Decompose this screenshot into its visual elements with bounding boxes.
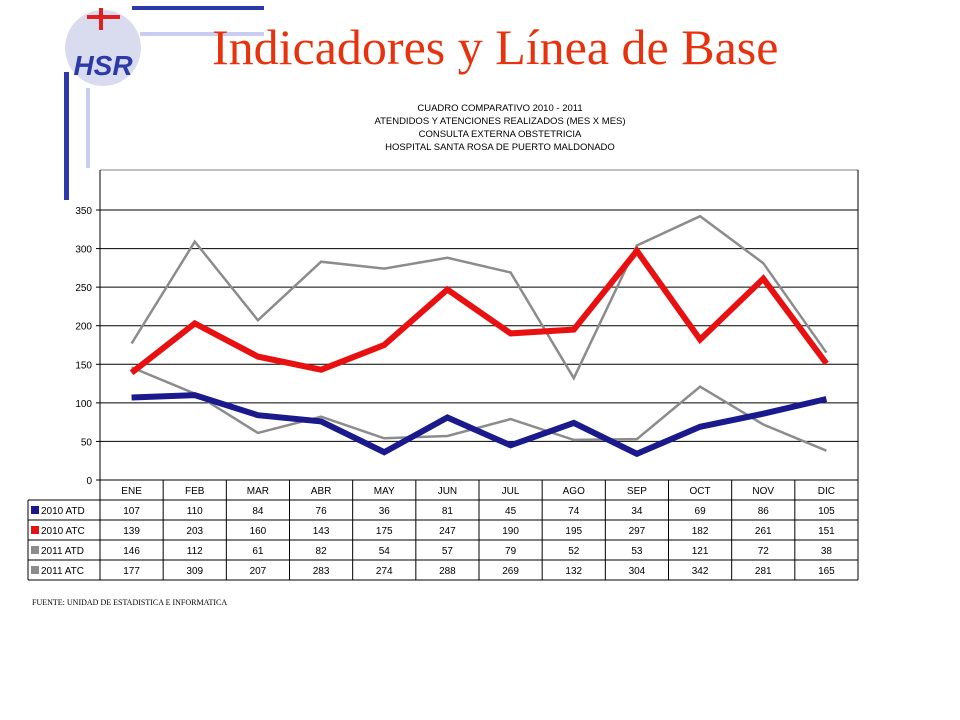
data-table-value: 74: [568, 506, 580, 517]
x-tick-label: ENE: [121, 486, 142, 497]
legend-label: 2011 ATD: [41, 546, 84, 557]
data-table-value: 283: [313, 566, 330, 577]
source-note: FUENTE: UNIDAD DE ESTADISTICA E INFORMAT…: [32, 598, 228, 607]
data-table-value: 261: [755, 526, 772, 537]
data-table-value: 160: [250, 526, 267, 537]
legend-label: 2010 ATC: [41, 526, 85, 537]
data-table-value: 121: [692, 546, 709, 557]
data-table-value: 190: [502, 526, 519, 537]
data-table-value: 269: [502, 566, 519, 577]
data-table-value: 281: [755, 566, 772, 577]
data-table-value: 309: [186, 566, 203, 577]
x-tick-label: ABR: [311, 486, 332, 497]
data-table-value: 69: [695, 506, 707, 517]
data-table-value: 72: [758, 546, 770, 557]
data-table-value: 86: [758, 506, 770, 517]
data-table-value: 342: [692, 566, 709, 577]
x-tick-label: JUN: [438, 486, 457, 497]
frame-line-left-light: [86, 88, 90, 168]
data-table-value: 54: [379, 546, 391, 557]
x-tick-label: NOV: [752, 486, 774, 497]
chart-title-line-2: ATENDIDOS Y ATENCIONES REALIZADOS (MES X…: [374, 116, 626, 127]
y-tick-label: 50: [81, 437, 93, 448]
data-table-value: 79: [505, 546, 517, 557]
data-table-value: 36: [379, 506, 391, 517]
y-tick-label: 250: [75, 283, 92, 294]
x-tick-label: MAY: [374, 486, 395, 497]
data-table-value: 82: [316, 546, 328, 557]
frame-line-top-light: [140, 32, 264, 36]
x-tick-label: OCT: [690, 486, 711, 497]
legend-swatch: [31, 506, 39, 514]
legend-swatch: [31, 566, 39, 574]
x-tick-label: SEP: [627, 486, 647, 497]
y-tick-label: 300: [75, 245, 92, 256]
y-tick-label: 0: [86, 476, 92, 487]
data-table-value: 61: [252, 546, 264, 557]
logo-cross-horizontal: [87, 15, 120, 19]
y-tick-label: 150: [75, 360, 92, 371]
data-table-value: 247: [439, 526, 456, 537]
data-table-value: 288: [439, 566, 456, 577]
logo-letters: HSR: [73, 50, 133, 81]
data-table-value: 105: [818, 506, 835, 517]
chart-title-line-1: CUADRO COMPARATIVO 2010 - 2011: [417, 103, 583, 114]
series-line-2011-atc: [130, 214, 828, 381]
data-table-value: 38: [821, 546, 833, 557]
data-table-value: 132: [565, 566, 582, 577]
logo-circle: [65, 10, 141, 86]
legend-swatch: [31, 546, 39, 554]
x-tick-label: FEB: [185, 486, 205, 497]
slide-title: Indicadores y Línea de Base: [212, 19, 779, 75]
y-tick-label: 100: [75, 399, 92, 410]
data-table-value: 274: [376, 566, 393, 577]
legend-label: 2011 ATC: [41, 566, 84, 577]
chart-title-line-4: HOSPITAL SANTA ROSA DE PUERTO MALDONADO: [385, 142, 615, 153]
y-tick-label: 200: [75, 322, 92, 333]
data-table-value: 151: [818, 526, 835, 537]
data-table-value: 143: [313, 526, 330, 537]
series-line-2010-atc: [129, 245, 829, 376]
x-tick-label: AGO: [563, 486, 585, 497]
legend-label: 2010 ATD: [41, 506, 85, 517]
frame-line-left: [64, 72, 69, 200]
data-table-value: 146: [123, 546, 140, 557]
data-table-value: 175: [376, 526, 393, 537]
frame-line-top: [132, 6, 264, 10]
data-table-value: 177: [123, 566, 140, 577]
data-table-value: 165: [818, 566, 835, 577]
series-line-2010-atd: [131, 392, 828, 458]
legend-swatch: [31, 526, 39, 534]
data-table-value: 203: [186, 526, 203, 537]
x-tick-label: MAR: [247, 486, 269, 497]
data-table-value: 112: [187, 546, 203, 557]
data-table-value: 76: [316, 506, 328, 517]
x-tick-label: DIC: [818, 486, 835, 497]
data-table-value: 297: [629, 526, 646, 537]
chart-title-line-3: CONSULTA EXTERNA OBSTETRICIA: [418, 129, 582, 140]
data-table-value: 304: [629, 566, 646, 577]
data-table-value: 81: [442, 506, 454, 517]
data-table-value: 53: [631, 546, 643, 557]
data-table-value: 52: [568, 546, 580, 557]
data-table-value: 34: [631, 506, 643, 517]
data-table-value: 57: [442, 546, 454, 557]
data-table-value: 139: [123, 526, 140, 537]
data-table-value: 110: [187, 506, 203, 517]
y-tick-label: 350: [75, 206, 92, 217]
data-table-value: 207: [250, 566, 267, 577]
data-table-value: 195: [565, 526, 582, 537]
series-line-2011-atd: [131, 366, 827, 452]
x-tick-label: JUL: [502, 486, 520, 497]
data-table-value: 182: [692, 526, 709, 537]
data-table-value: 45: [505, 506, 517, 517]
data-table-value: 84: [252, 506, 264, 517]
data-table-value: 107: [123, 506, 140, 517]
